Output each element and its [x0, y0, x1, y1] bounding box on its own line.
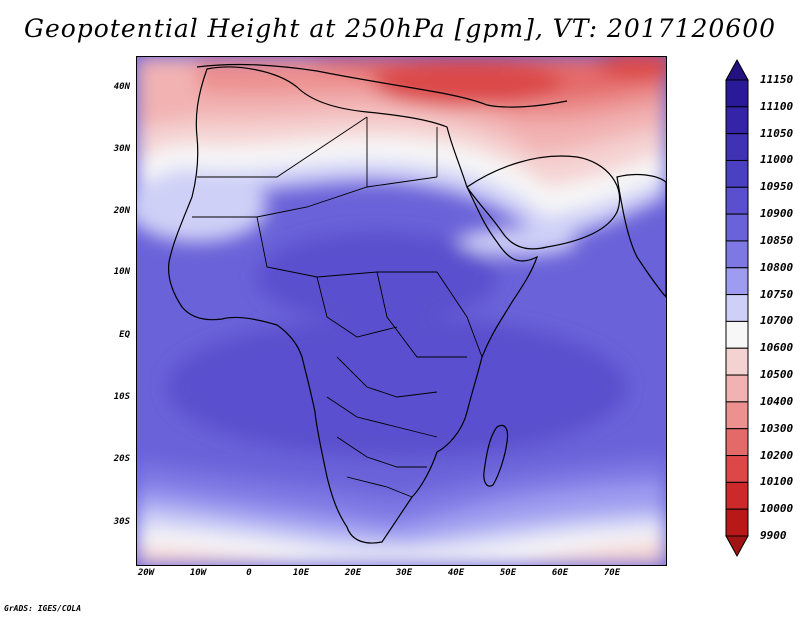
colorbar-swatch	[725, 79, 749, 108]
colorbar-swatch	[725, 320, 749, 349]
lat-tick-10s: 10S	[113, 392, 130, 402]
colorbar-swatch	[725, 455, 749, 483]
lat-tick-10n: 10N	[113, 267, 130, 277]
colorbar-level-label: 10800	[760, 260, 794, 274]
lon-tick-40e: 40E	[447, 568, 465, 578]
coastlines	[167, 63, 666, 544]
lat-tick-30s: 30S	[113, 517, 130, 527]
colorbar-level-label: 10600	[760, 341, 794, 355]
colorbar-level-label: 10500	[760, 368, 794, 382]
colorbar-swatch	[725, 186, 749, 215]
lat-tick-eq: EQ	[119, 330, 130, 340]
colorbar-swatches	[725, 58, 749, 558]
colorbar-swatch	[725, 347, 749, 376]
lon-tick-60e: 60E	[551, 568, 569, 578]
colorbar-level-label: 9900	[760, 529, 787, 542]
madagascar-coastline	[483, 424, 509, 487]
lon-tick-20e: 20E	[344, 568, 362, 578]
colorbar-swatch	[725, 508, 749, 537]
colorbar-swatch	[725, 133, 749, 161]
colorbar-swatch	[725, 267, 749, 296]
colorbar-level-label: 10400	[760, 394, 794, 408]
colorbar-level-label: 10700	[760, 314, 794, 328]
map-title: Geopotential Height at 250hPa [gpm], VT:…	[23, 14, 777, 43]
map-plot-area	[136, 56, 667, 566]
colorbar-swatch	[725, 374, 749, 403]
geopotential-height-map	[137, 57, 666, 565]
grads-credit: GrADS: IGES/COLA	[4, 604, 82, 613]
colorbar-level-label: 11050	[760, 126, 794, 140]
colorbar-level-label: 10100	[760, 475, 794, 489]
colorbar-level-label: 10300	[760, 421, 794, 435]
colorbar-swatch	[725, 213, 749, 242]
country-borders	[192, 116, 483, 498]
colorbar-level-label: 11150	[760, 73, 794, 86]
lat-tick-30n: 30N	[113, 144, 130, 154]
india-coastline	[616, 173, 666, 298]
lat-tick-40n: 40N	[113, 82, 130, 92]
colorbar-level-label: 10850	[760, 233, 794, 247]
arabia-coastline	[466, 155, 621, 250]
colorbar-level-label: 10900	[760, 207, 794, 221]
colorbar-level-label: 10950	[760, 180, 794, 194]
colorbar-top-arrow	[725, 58, 749, 81]
lon-tick-30e: 30E	[395, 568, 413, 578]
colorbar-swatch	[725, 481, 749, 510]
lat-tick-20s: 20S	[113, 454, 130, 464]
lon-tick-10w: 10W	[189, 568, 207, 578]
europe-coastline	[196, 63, 568, 108]
lon-tick-20w: 20W	[137, 568, 155, 578]
lon-tick-70e: 70E	[603, 568, 621, 578]
colorbar-swatch	[725, 240, 749, 269]
colorbar-swatch	[725, 428, 749, 457]
colorbar-level-label: 11000	[760, 153, 794, 167]
shaded-height-field	[137, 57, 666, 565]
colorbar-level-label: 11100	[760, 99, 794, 113]
lat-tick-20n: 20N	[113, 206, 130, 216]
colorbar-level-label: 10750	[760, 287, 794, 301]
colorbar-swatch	[725, 159, 749, 188]
colorbar-swatch	[725, 294, 749, 322]
africa-coastline	[167, 66, 539, 544]
lon-tick-10e: 10E	[292, 568, 310, 578]
colorbar	[725, 58, 749, 558]
colorbar-swatch	[725, 106, 749, 135]
colorbar-level-label: 10200	[760, 448, 794, 462]
colorbar-swatch	[725, 401, 749, 430]
colorbar-bottom-arrow	[725, 535, 749, 558]
lon-tick-50e: 50E	[499, 568, 517, 578]
lon-tick-0: 0	[246, 568, 252, 578]
colorbar-level-label: 10000	[760, 502, 794, 516]
